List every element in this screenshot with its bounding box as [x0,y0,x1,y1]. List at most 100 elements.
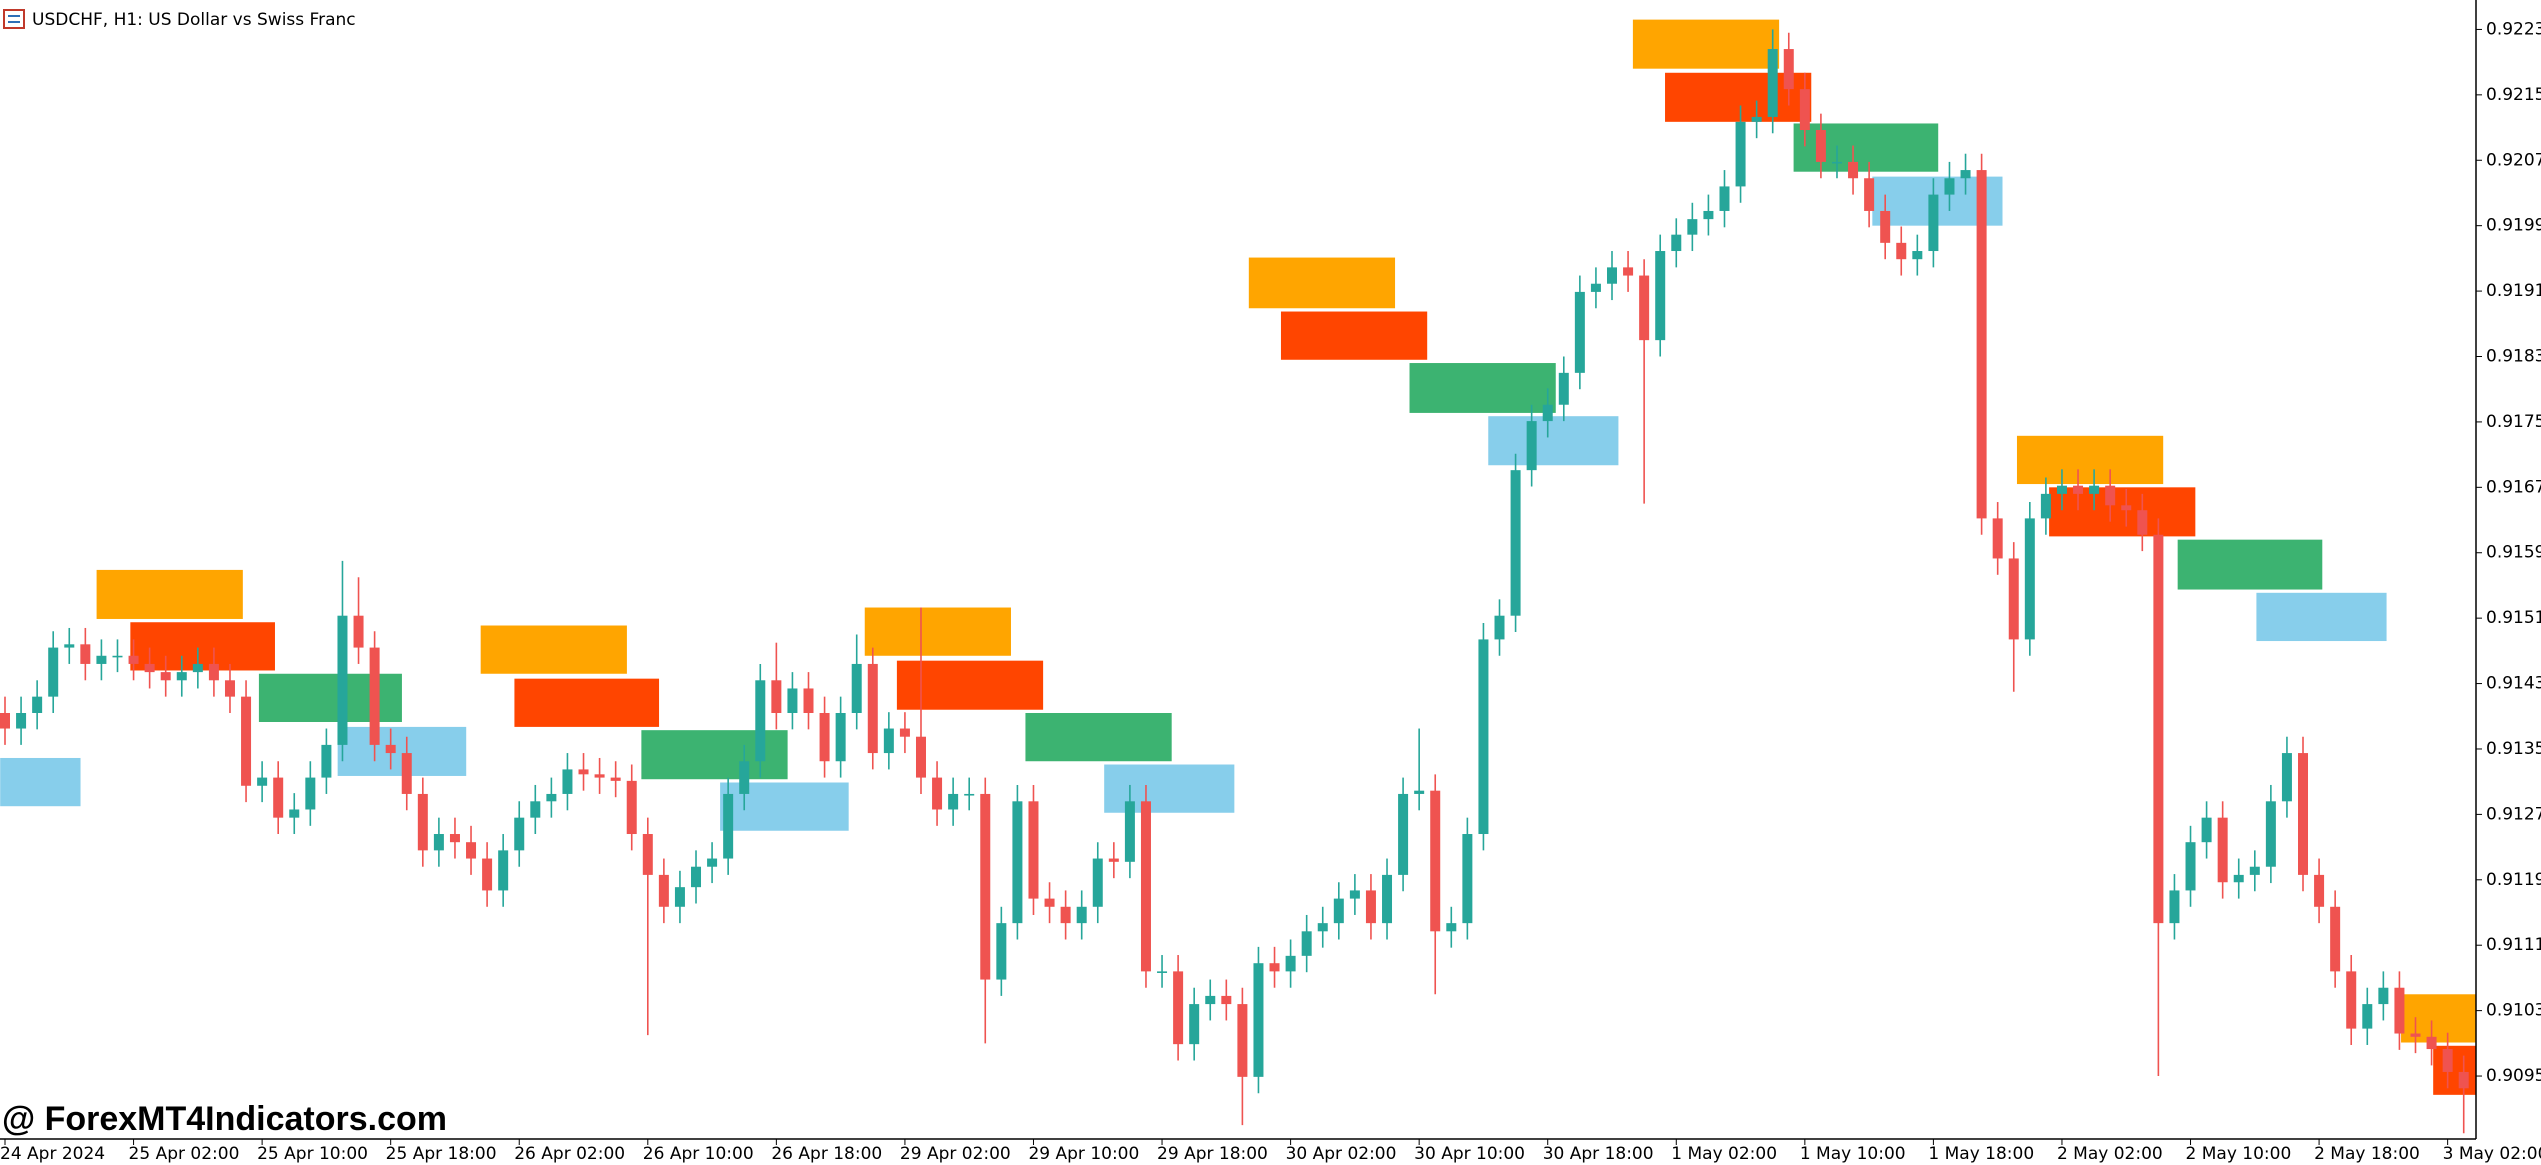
zone [96,569,243,619]
candle-body [305,777,316,810]
candle-body [2314,874,2325,907]
candle-body [1333,898,1344,924]
candle-body [755,680,766,762]
candle-body [1799,89,1810,131]
candle-body [530,801,541,818]
candle-body [321,744,332,778]
zone [1409,363,1556,413]
x-tick-label: 29 Apr 10:00 [1028,1144,1139,1164]
candle-body [1012,801,1023,924]
candle-body [1960,170,1971,179]
candle-body [2169,890,2180,924]
candle-body [32,696,43,713]
zone [258,673,402,722]
candle-body [658,874,669,907]
candle-body [771,680,782,713]
candle-body [2281,753,2292,802]
candle-body [1414,790,1425,794]
candle-body [482,858,493,891]
x-tick-label: 30 Apr 02:00 [1286,1144,1397,1164]
zone [1248,257,1396,309]
zone [2049,487,2196,537]
zone [641,730,788,780]
x-tick-label: 24 Apr 2024 [0,1144,105,1164]
candle-body [1269,963,1280,972]
candle-body [2265,801,2276,867]
x-tick-label: 2 May 18:00 [2314,1144,2420,1164]
zone [480,625,627,674]
candle-body [1590,283,1601,292]
zone [1104,764,1235,813]
candle-body [48,647,59,697]
candle-body [128,655,139,664]
x-tick-label: 2 May 02:00 [2057,1144,2163,1164]
candle-body [433,834,444,851]
candle-body [2024,518,2035,640]
candle-body [1253,963,1264,1077]
candle-body [2056,485,2067,494]
x-tick-label: 29 Apr 18:00 [1157,1144,1268,1164]
candle-body [578,769,589,775]
candle-body [192,663,203,673]
candle-body [1221,995,1232,1005]
zone [864,607,1011,656]
x-tick-label: 26 Apr 18:00 [771,1144,882,1164]
candle-body [2362,1004,2373,1029]
candle-body [1060,906,1071,924]
candle-body [2008,558,2019,640]
candle-body [241,696,252,786]
zone [514,678,660,727]
candle-body [2089,485,2100,494]
candle-body [176,672,187,681]
candle-body [2458,1071,2469,1089]
x-tick-label: 1 May 02:00 [1671,1144,1777,1164]
candle-body [257,777,268,786]
candle-body [208,663,219,681]
candle-body [1076,906,1087,924]
x-tick-label: 25 Apr 02:00 [129,1144,240,1164]
candle-body [1783,49,1794,90]
candle-body [1157,971,1168,973]
x-tick-label: 30 Apr 18:00 [1543,1144,1654,1164]
candle-body [723,793,734,859]
candle-body [1815,130,1826,162]
candle-body [1173,971,1184,1045]
x-tick-label: 26 Apr 02:00 [514,1144,625,1164]
candle-body [1430,790,1441,932]
x-tick-label: 25 Apr 18:00 [386,1144,497,1164]
candle-body [1767,49,1778,117]
candle-body [1285,955,1296,972]
chart-title: USDCHF, H1: US Dollar vs Swiss Franc [32,10,356,30]
candles [0,29,2469,1134]
candle-body [2330,906,2341,972]
candle-body [514,817,525,851]
x-tick-label: 30 Apr 10:00 [1414,1144,1525,1164]
candle-body [466,842,477,859]
candle-body [2121,505,2132,511]
candle-body [1237,1004,1248,1077]
candle-body [1494,615,1505,640]
candle-body [1703,210,1714,220]
candle-body [289,809,300,818]
candle-body [353,615,364,648]
candle-body [337,615,348,745]
candle-body [2185,842,2196,891]
candle-body [1623,267,1634,276]
candle-body [2249,866,2260,875]
candle-body [498,850,509,891]
candle-body [1831,161,1842,164]
candle-body [2298,753,2309,875]
candle-body [546,793,557,802]
candle-body [883,728,894,754]
candle-body [996,923,1007,980]
zone [130,622,275,671]
